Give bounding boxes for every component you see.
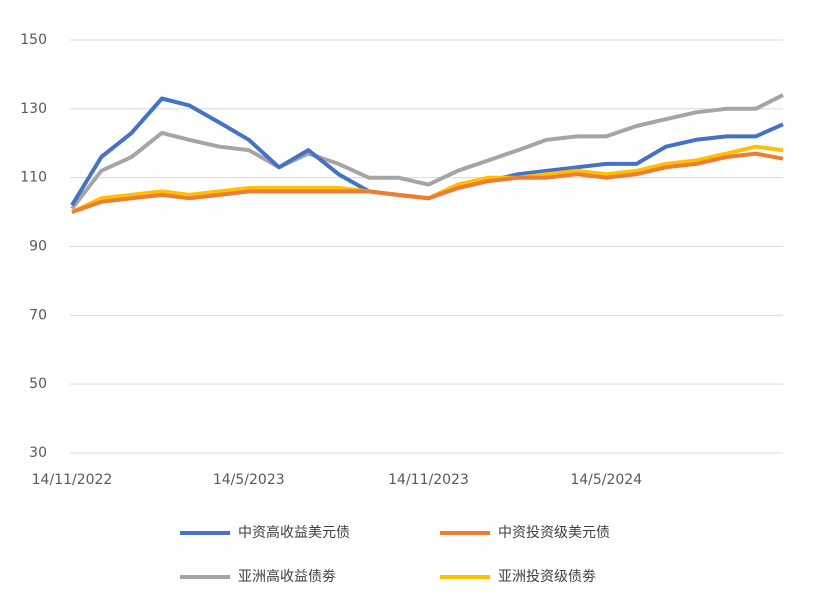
x-tick-label: 14/11/2023: [388, 472, 469, 488]
legend-label: 亚洲投资级债劵: [498, 569, 596, 585]
y-tick-label: 110: [20, 170, 47, 186]
series-line: [70, 96, 784, 207]
x-tick-label: 14/5/2024: [570, 472, 642, 488]
y-tick-label: 150: [20, 32, 47, 48]
legend-label: 亚洲高收益债劵: [238, 568, 336, 585]
series-line: [70, 93, 784, 210]
y-tick-label: 70: [29, 307, 47, 323]
y-tick-label: 50: [29, 376, 47, 392]
y-tick-label: 90: [29, 239, 47, 255]
series-line: [71, 144, 784, 214]
x-tick-label: 14/5/2023: [213, 472, 285, 488]
y-tick-label: 130: [20, 101, 47, 117]
legend-label: 中资投资级美元债: [498, 525, 610, 541]
legend-label: 中资高收益美元债: [238, 524, 350, 541]
x-tick-label: 14/11/2022: [32, 472, 113, 488]
series-line: [71, 151, 784, 214]
y-tick-label: 30: [29, 445, 47, 461]
